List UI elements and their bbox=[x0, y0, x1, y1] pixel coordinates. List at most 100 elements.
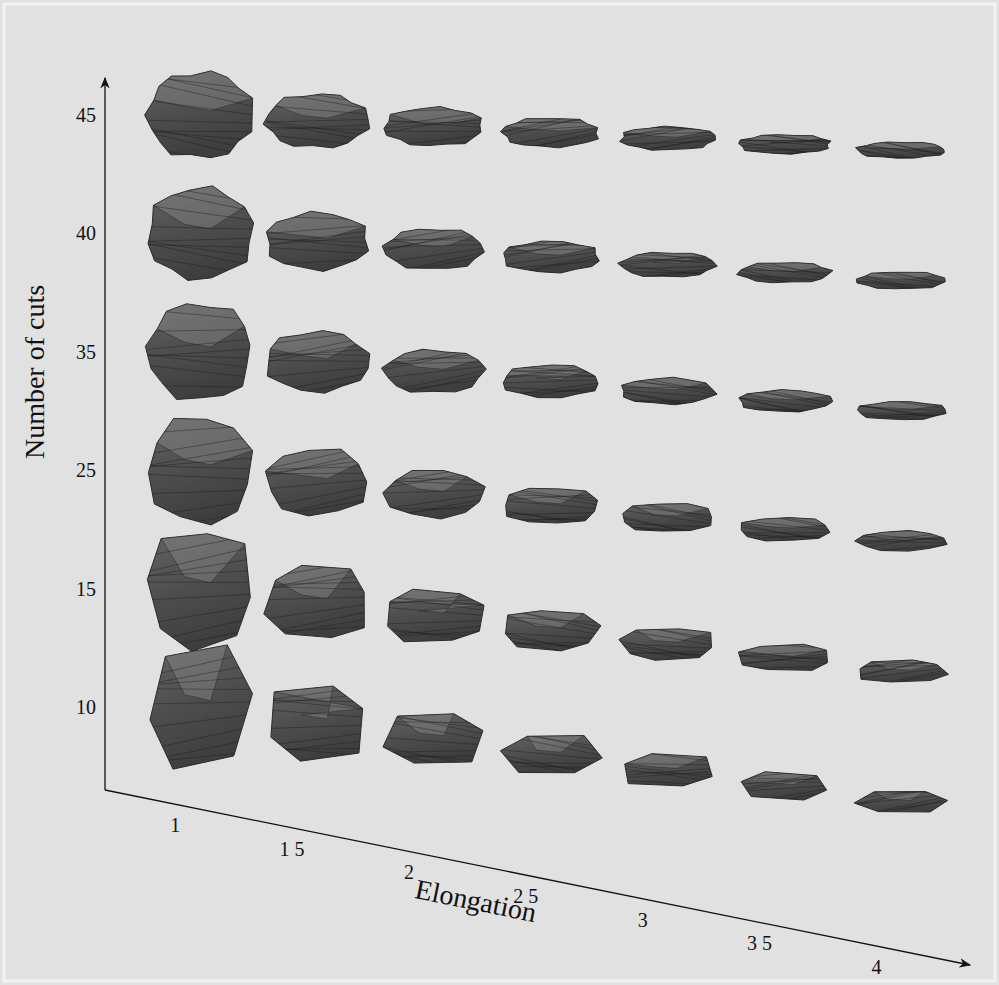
texture bbox=[148, 296, 252, 406]
hatch bbox=[384, 626, 483, 636]
hatch bbox=[621, 499, 715, 521]
hatch bbox=[503, 134, 599, 152]
hatch bbox=[739, 765, 831, 767]
hatch bbox=[384, 371, 483, 392]
hatch bbox=[739, 272, 831, 290]
hatch bbox=[148, 640, 252, 657]
hatch bbox=[621, 123, 715, 141]
rock bbox=[621, 499, 715, 542]
hatch bbox=[621, 272, 715, 274]
y-tick-label: 45 bbox=[76, 104, 96, 126]
rock bbox=[265, 440, 367, 518]
hatch bbox=[148, 77, 252, 89]
hatch bbox=[739, 398, 831, 419]
texture bbox=[857, 136, 946, 168]
facet bbox=[865, 272, 935, 279]
y-axis-line bbox=[104, 78, 105, 790]
hatch bbox=[148, 148, 252, 166]
hatch bbox=[739, 411, 831, 413]
hatch bbox=[266, 567, 368, 588]
hatch bbox=[503, 370, 599, 377]
texture bbox=[384, 594, 483, 641]
hatch bbox=[384, 354, 483, 364]
hatch bbox=[384, 232, 483, 249]
hatch bbox=[384, 508, 483, 509]
hatch bbox=[266, 453, 368, 476]
hatch bbox=[503, 244, 599, 246]
polyhedron bbox=[382, 229, 484, 268]
texture bbox=[266, 560, 368, 636]
facet bbox=[266, 211, 365, 238]
hatch bbox=[148, 100, 252, 114]
rock bbox=[621, 374, 717, 410]
hatch bbox=[266, 91, 368, 109]
facet bbox=[154, 71, 253, 111]
texture bbox=[503, 108, 599, 154]
hatch bbox=[266, 480, 368, 489]
polyhedron bbox=[266, 211, 368, 271]
hatch bbox=[739, 406, 831, 415]
hatch bbox=[266, 500, 368, 517]
hatch bbox=[266, 238, 368, 248]
hatch bbox=[266, 325, 368, 326]
hatch bbox=[739, 535, 831, 538]
hatch bbox=[621, 644, 715, 649]
hatch bbox=[266, 612, 368, 633]
hatch bbox=[621, 506, 715, 516]
hatch bbox=[621, 137, 715, 156]
hatch bbox=[857, 540, 946, 543]
hatch bbox=[503, 243, 599, 248]
hatch bbox=[857, 413, 946, 416]
texture bbox=[148, 523, 252, 649]
hatch bbox=[384, 366, 483, 377]
hatch bbox=[739, 532, 831, 545]
hatch bbox=[148, 714, 252, 727]
texture bbox=[739, 765, 831, 808]
hatch bbox=[739, 142, 831, 156]
y-tick-label: 25 bbox=[76, 459, 96, 481]
texture bbox=[384, 466, 483, 517]
hatch bbox=[621, 141, 715, 144]
hatch bbox=[148, 665, 252, 684]
hatch bbox=[266, 560, 368, 577]
hatch bbox=[621, 780, 715, 784]
hatch bbox=[384, 99, 483, 105]
texture bbox=[384, 220, 483, 276]
facet bbox=[165, 645, 227, 701]
x-axis-line bbox=[105, 790, 970, 965]
texture bbox=[384, 713, 483, 772]
hatch bbox=[148, 677, 252, 685]
hatch bbox=[384, 116, 483, 132]
hatch bbox=[384, 721, 483, 739]
hatch bbox=[148, 133, 252, 158]
hatch bbox=[266, 151, 368, 152]
texture bbox=[739, 383, 831, 421]
hatch bbox=[503, 516, 599, 523]
hatch bbox=[503, 363, 599, 377]
polyhedron bbox=[500, 736, 602, 773]
polyhedron bbox=[618, 252, 718, 276]
facet bbox=[265, 449, 358, 479]
hatch bbox=[857, 522, 946, 529]
hatch bbox=[148, 242, 252, 257]
hatch bbox=[857, 783, 946, 803]
hatch bbox=[503, 131, 599, 154]
texture bbox=[503, 488, 599, 527]
hatch bbox=[621, 121, 715, 137]
hatch bbox=[857, 289, 946, 291]
y-tick-label: 15 bbox=[76, 578, 96, 600]
hatch bbox=[148, 523, 252, 532]
hatch bbox=[739, 150, 831, 158]
polyhedron bbox=[381, 349, 486, 392]
rock bbox=[738, 635, 830, 680]
hatch bbox=[739, 284, 831, 285]
hatch bbox=[621, 380, 715, 389]
hatch bbox=[384, 752, 483, 761]
hatch bbox=[503, 501, 599, 509]
hatch bbox=[857, 662, 946, 663]
hatch bbox=[148, 386, 252, 388]
hatch bbox=[266, 440, 368, 452]
rock bbox=[618, 250, 718, 279]
hatch bbox=[266, 460, 368, 474]
hatch bbox=[857, 790, 946, 791]
